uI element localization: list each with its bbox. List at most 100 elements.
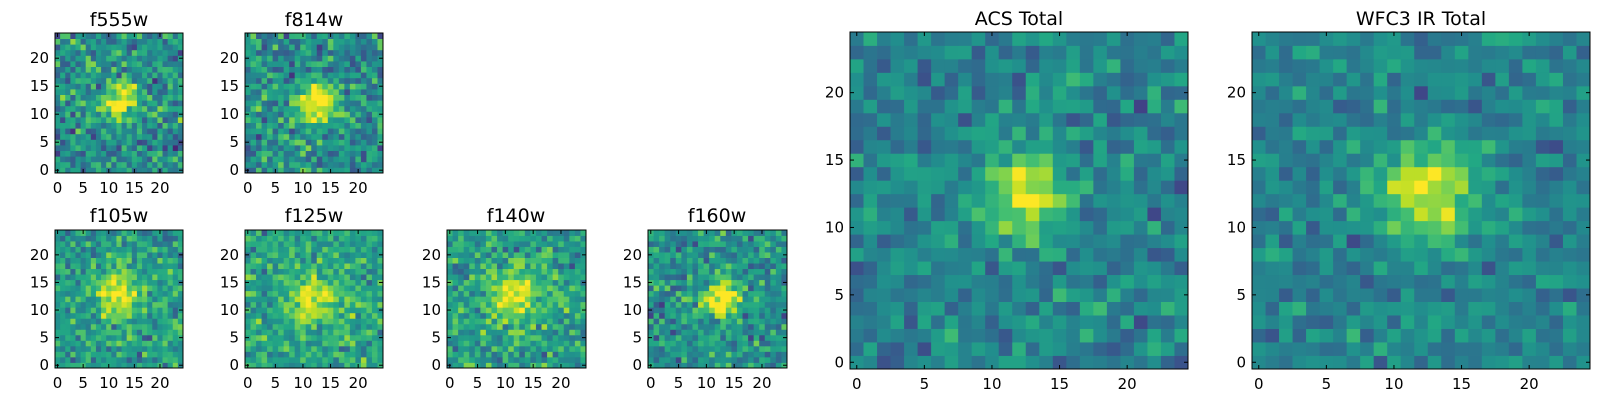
heatmap-cell [349,263,356,270]
heatmap-cell [95,49,102,56]
heatmap-cell [366,351,373,358]
heatmap-cell [1279,328,1293,343]
heatmap-cell [547,351,554,358]
heatmap-cell [458,252,465,258]
heatmap-cell [1414,234,1429,249]
heatmap-cell [121,128,128,135]
heatmap-cell [1414,261,1429,276]
heatmap-cell [366,296,373,303]
heatmap-cell [267,362,273,369]
heatmap-cell [311,279,318,286]
heatmap-cell [1039,85,1054,100]
heatmap-cell [366,72,373,79]
heatmap-cell [1133,72,1148,87]
heatmap-cell [1039,288,1054,302]
heatmap-cell [524,290,531,297]
heatmap-cell [463,274,470,281]
heatmap-cell [1160,261,1175,276]
heatmap-cell [289,55,296,62]
heatmap-cell [355,139,362,146]
heatmap-cell [316,105,323,112]
heatmap-cell [1333,207,1348,222]
heatmap-cell [1147,112,1162,127]
heatmap-cell [485,351,492,358]
heatmap-cell [648,329,654,336]
heatmap-cell [1535,301,1550,316]
heatmap-cell [998,32,1013,46]
heatmap-cell [142,44,148,51]
heatmap-cell [305,77,312,84]
heatmap-cell [1093,207,1108,222]
heatmap-cell [998,328,1013,343]
heatmap-cell [142,111,148,118]
heatmap-cell [111,89,117,95]
heatmap-cell [167,117,174,123]
heatmap-cell [111,351,117,358]
heatmap-cell [111,318,117,325]
heatmap-cell [1025,274,1040,289]
heatmap-cell [1522,180,1537,195]
heatmap-cell [497,290,503,297]
heatmap-cell [111,312,117,319]
heatmap-cell [147,312,153,319]
heatmap-cell [111,345,117,352]
heatmap-cell [121,111,128,118]
heatmap-cell [770,285,777,292]
heatmap-cell [1346,315,1361,329]
heatmap-cell [574,257,581,264]
heatmap-cell [80,55,87,62]
heatmap-cell [371,268,378,275]
x-tick-label: 20 [150,374,169,392]
heatmap-cell [349,301,356,308]
heatmap-cell [1106,355,1121,370]
heatmap-cell [692,312,699,319]
heatmap-cell [474,323,481,330]
heatmap-cell [157,117,163,123]
heatmap-cell [121,334,128,341]
heatmap-cell [60,77,66,84]
heatmap-cell [116,105,122,112]
heatmap-cell [283,274,290,281]
heatmap-cell [355,105,362,112]
heatmap-cell [131,301,138,308]
heatmap-cell [1387,274,1402,289]
heatmap-cell [75,77,81,84]
heatmap-cell [147,340,153,347]
heatmap-cell [917,342,932,356]
heatmap-cell [1039,207,1054,222]
heatmap-cell [904,207,918,222]
heatmap-cell [55,329,61,336]
heatmap-cell [167,312,174,319]
heatmap-cell [289,356,296,363]
heatmap-cell [111,61,117,67]
heatmap-cell [1093,288,1108,302]
heatmap-cell [863,301,878,316]
heatmap-cell [474,334,481,341]
heatmap-cell [1576,274,1591,289]
heatmap-cell [709,279,716,286]
heatmap-cell [519,274,526,281]
heatmap-cell [360,312,367,319]
heatmap-cell [256,77,262,84]
heatmap-cell [463,263,470,270]
heatmap-cell [116,167,122,174]
heatmap-cell [530,235,537,242]
heatmap-cell [759,296,766,303]
heatmap-cell [111,263,117,270]
heatmap-cell [136,279,143,286]
heatmap-cell [121,77,128,84]
heatmap-cell [272,241,279,247]
heatmap-cell [535,257,542,264]
heatmap-cell [90,323,97,330]
heatmap-cell [70,66,76,73]
heatmap-cell [670,312,677,319]
heatmap-cell [377,66,384,73]
heatmap-cell [524,296,531,303]
heatmap-cell [75,89,81,95]
heatmap-cell [491,340,498,347]
heatmap-cell [1414,247,1429,262]
heatmap-cell [177,33,184,39]
heatmap-cell [344,38,351,45]
heatmap-cell [101,55,107,62]
heatmap-cell [283,128,290,135]
